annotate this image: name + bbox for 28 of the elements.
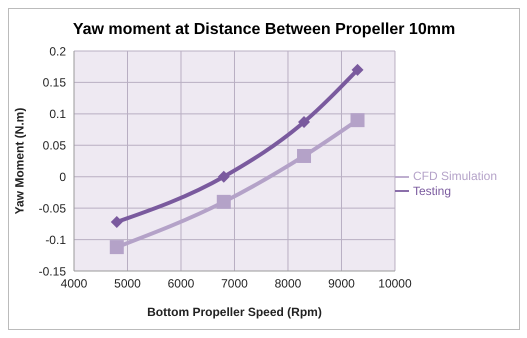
- x-tick-label: 7000: [221, 276, 248, 291]
- y-tick-label: -0.1: [45, 232, 66, 247]
- point: [350, 113, 365, 128]
- x-tick-label: 8000: [274, 276, 302, 291]
- point: [297, 148, 312, 163]
- y-tick-label: 0.05: [42, 138, 66, 153]
- legend-label: Testing: [412, 184, 451, 198]
- chart-title: Yaw moment at Distance Between Propeller 10mm: [72, 21, 456, 40]
- y-tick-label: 0: [59, 170, 66, 184]
- x-tick-label: 4000: [60, 276, 88, 291]
- legend-label: CFD Simulation: [412, 168, 497, 183]
- x-tick-label: 5000: [114, 276, 142, 291]
- y-tick-label: 0.1: [49, 107, 66, 122]
- y-axis-title: Yaw Moment (N.m): [12, 108, 26, 214]
- x-tick-label: 10000: [378, 276, 412, 291]
- point: [218, 170, 230, 183]
- point: [110, 240, 124, 254]
- x-tick-label: 9000: [328, 276, 356, 291]
- y-tick-label: -0.05: [38, 201, 66, 216]
- x-tick-label: 6000: [168, 276, 195, 291]
- y-tick-label: 0.15: [42, 76, 66, 90]
- point: [216, 194, 231, 209]
- y-tick-label: 0.2: [49, 44, 66, 58]
- y-tick-label: -0.15: [38, 264, 66, 278]
- point: [110, 216, 123, 228]
- x-axis-title: Bottom Propeller Speed (Rpm): [147, 305, 322, 319]
- point: [298, 116, 310, 128]
- point: [352, 64, 364, 76]
